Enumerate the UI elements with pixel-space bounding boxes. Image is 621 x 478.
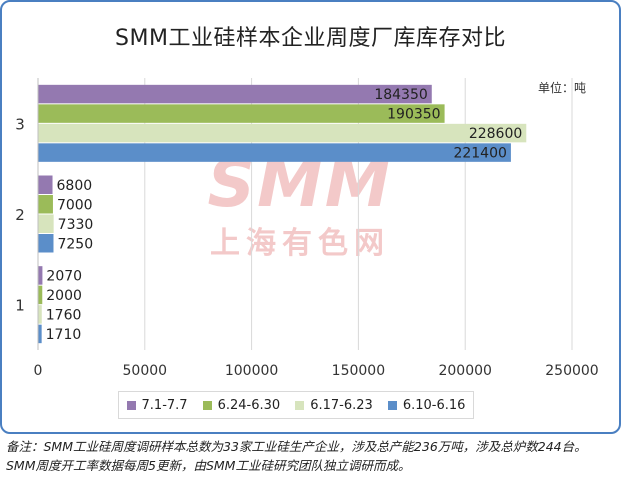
x-tick-label: 250000 (545, 363, 598, 379)
chart-title: SMM工业硅样本企业周度厂库库存对比 (115, 26, 506, 51)
axis-ticks: 0 50000 100000 150000 200000 250000 1 2 3 (15, 115, 599, 379)
bar-value-label: 7330 (58, 217, 94, 233)
bar (38, 324, 42, 344)
bar-value-label: 2070 (46, 268, 82, 284)
bar-value-label: 6800 (57, 178, 93, 194)
bar-value-label: 190350 (387, 107, 440, 123)
legend-item: 6.10-6.16 (387, 397, 466, 413)
bar-value-label: 1760 (46, 307, 82, 323)
bar (38, 143, 511, 162)
bar (38, 285, 43, 305)
legend-item: 7.1-7.7 (126, 397, 188, 413)
legend-label: 6.24-6.30 (217, 397, 281, 413)
bar-value-label: 228600 (469, 126, 522, 142)
bar (38, 175, 53, 194)
bar-value-label: 221400 (453, 146, 506, 162)
legend-label: 6.10-6.16 (402, 397, 466, 413)
bar-value-label: 184350 (374, 87, 427, 103)
legend-item: 6.24-6.30 (202, 397, 281, 413)
bar-value-labels: 2070 2000 1760 1710 6800 7000 7330 7250 184350 19… (46, 87, 523, 343)
footnote: 备注：SMM工业硅周度调研样本总数为33家工业硅生产企业，涉及总产能236万吨，… (6, 437, 618, 475)
footnote-line-2: SMM周度开工率数据每周5更新，由SMM工业硅研究团队独立调研而成。 (6, 458, 411, 473)
footnote-line-1: 备注：SMM工业硅周度调研样本总数为33家工业硅生产企业，涉及总产能236万吨，… (6, 439, 587, 454)
legend: 7.1-7.7 6.24-6.30 6.17-6.23 6.10-6.16 (118, 391, 474, 419)
gridlines (144, 78, 573, 350)
legend-item: 6.17-6.23 (295, 398, 373, 413)
legend-swatch (387, 400, 397, 410)
bar (38, 123, 527, 143)
unit-label: 单位：吨 (538, 81, 587, 95)
bar-value-label: 1710 (46, 327, 82, 343)
legend-swatch (126, 400, 136, 410)
bar (38, 234, 54, 253)
x-tick-label: 50000 (123, 363, 168, 379)
chart-frame (0, 0, 621, 434)
legend-label: 6.17-6.23 (310, 397, 373, 413)
x-tick-label: 0 (34, 363, 43, 379)
bar (38, 266, 43, 285)
bar-value-label: 2000 (46, 288, 82, 304)
bars (38, 84, 527, 344)
y-category-label: 2 (15, 206, 25, 224)
bar-value-label: 7250 (57, 236, 93, 252)
bar (38, 305, 42, 324)
bar (38, 195, 53, 214)
bar (38, 104, 445, 123)
x-tick-label: 150000 (332, 363, 385, 379)
bar (38, 214, 54, 233)
x-tick-label: 100000 (225, 363, 278, 379)
bar (38, 84, 432, 104)
legend-label: 7.1-7.7 (141, 397, 188, 413)
x-tick-label: 200000 (438, 363, 491, 379)
y-category-label: 1 (15, 297, 25, 315)
bar-value-label: 7000 (57, 197, 93, 213)
legend-swatch (295, 400, 305, 410)
legend-swatch (202, 400, 212, 410)
y-category-label: 3 (15, 115, 25, 133)
bar-chart: 2070 2000 1760 1710 6800 7000 7330 7250 184350 19… (15, 78, 599, 379)
